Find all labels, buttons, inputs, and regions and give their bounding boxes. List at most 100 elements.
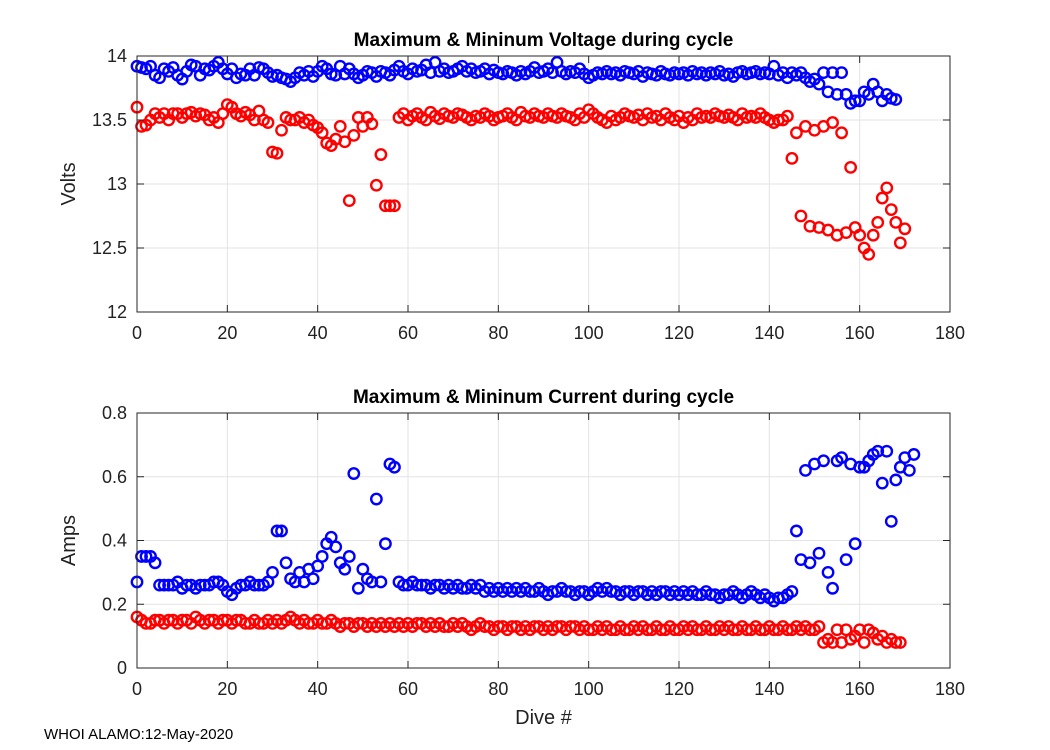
data-point	[790, 524, 803, 538]
data-point	[794, 209, 808, 223]
data-point	[379, 537, 392, 551]
data-point	[835, 66, 848, 80]
data-point	[275, 524, 288, 538]
data-point	[270, 524, 284, 538]
data-point	[785, 151, 799, 165]
data-point	[790, 126, 803, 140]
data-point	[248, 578, 261, 592]
data-point	[893, 636, 907, 649]
data-point	[853, 623, 867, 637]
data-point	[374, 148, 388, 161]
data-point	[817, 66, 830, 80]
x-axis-label: Dive #	[515, 707, 573, 729]
data-point	[153, 578, 166, 592]
data-point	[826, 116, 839, 129]
data-point	[365, 117, 379, 131]
data-point	[157, 578, 171, 592]
data-point	[148, 556, 162, 570]
data-point	[270, 146, 284, 160]
data-point	[893, 236, 907, 250]
series-min	[130, 98, 912, 261]
x-tick-label: 120	[664, 679, 694, 699]
data-point	[803, 556, 817, 570]
x-tick-label: 0	[132, 323, 142, 343]
data-point	[799, 463, 812, 477]
data-point	[880, 181, 894, 195]
data-point	[342, 194, 356, 208]
y-tick-label: 0.8	[102, 403, 127, 423]
data-point	[338, 562, 352, 576]
data-point	[889, 93, 903, 106]
data-point	[830, 88, 844, 101]
data-point	[871, 444, 885, 458]
data-point	[835, 126, 848, 140]
y-tick-label: 14	[107, 46, 127, 66]
x-tick-label: 180	[935, 323, 965, 343]
data-point	[781, 109, 794, 123]
data-point	[826, 581, 839, 595]
data-point	[902, 463, 916, 477]
data-point	[279, 556, 293, 570]
data-point	[884, 514, 898, 528]
y-tick-label: 12.5	[92, 238, 127, 258]
y-tick-label: 13.5	[92, 110, 127, 130]
x-tick-label: 40	[308, 679, 328, 699]
data-point	[347, 467, 361, 480]
x-tick-label: 80	[488, 679, 508, 699]
data-point	[315, 126, 329, 140]
data-point	[862, 247, 876, 261]
y-tick-label: 0.4	[102, 531, 127, 551]
data-point	[898, 222, 912, 236]
data-point	[835, 451, 848, 465]
data-point	[830, 623, 844, 637]
x-tick-label: 20	[217, 323, 237, 343]
data-point	[410, 578, 424, 592]
y-tick-label: 13	[107, 174, 127, 194]
data-point	[379, 199, 392, 213]
data-point	[803, 219, 817, 233]
data-point	[424, 66, 437, 80]
data-point	[388, 199, 401, 213]
data-point	[817, 454, 830, 468]
data-point	[193, 578, 207, 592]
data-point	[848, 537, 862, 551]
chart-panel-1: 0 20 40 60 80 100 120 140 160 180 12 12.5 13 13.5 14 Ma…	[58, 30, 965, 343]
data-point	[812, 620, 826, 633]
data-point	[907, 448, 921, 461]
data-point	[884, 203, 898, 217]
x-tick-label: 20	[217, 679, 237, 699]
x-tick-label: 100	[574, 679, 604, 699]
data-point	[369, 492, 383, 506]
x-tick-label: 80	[488, 323, 508, 343]
data-point	[329, 540, 343, 554]
data-point	[383, 199, 397, 213]
data-point	[275, 123, 288, 137]
data-point	[374, 575, 388, 589]
y-tick-label: 12	[107, 302, 127, 322]
data-point	[889, 215, 903, 229]
chart-title: Maximum & Mininum Voltage during cycle	[354, 30, 734, 51]
data-point	[785, 585, 799, 598]
data-point	[889, 473, 903, 487]
x-tick-label: 140	[754, 679, 784, 699]
data-point	[875, 476, 889, 490]
chart-panel-2: 0 20 40 60 80 100 120 140 160 180 0 0.2 0.4 0.6 0.8 Max…	[58, 387, 965, 729]
x-tick-label: 100	[574, 323, 604, 343]
y-tick-label: 0.6	[102, 467, 127, 487]
data-point	[848, 94, 862, 108]
data-point	[875, 191, 889, 205]
data-point	[826, 636, 839, 649]
x-tick-label: 160	[845, 323, 875, 343]
x-tick-label: 40	[308, 323, 328, 343]
series-max	[130, 56, 903, 110]
data-point	[338, 135, 352, 149]
data-point	[333, 120, 347, 133]
data-point	[844, 160, 858, 174]
data-point	[857, 636, 871, 649]
data-point	[315, 550, 329, 563]
data-point	[139, 550, 153, 563]
data-point	[388, 460, 401, 474]
data-point	[853, 460, 867, 474]
data-point	[889, 636, 903, 649]
data-point	[812, 546, 826, 560]
